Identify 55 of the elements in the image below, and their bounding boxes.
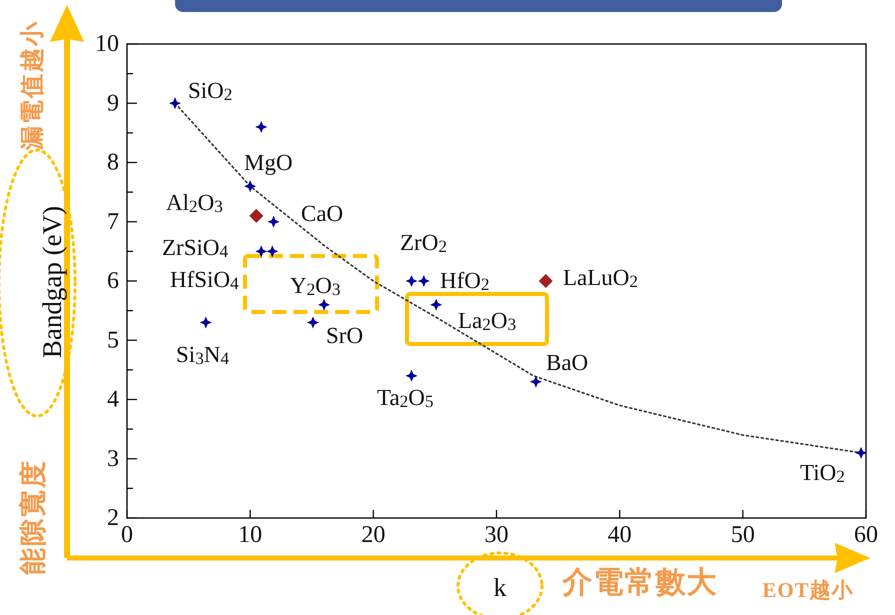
point [266, 245, 278, 258]
point [200, 316, 212, 328]
y-tick-label: 8 [107, 150, 119, 176]
x-tick-label: 30 [484, 522, 508, 548]
annotation: Si$_{3}$N$_{4}$ [176, 342, 230, 368]
point [306, 316, 319, 328]
annotation: La$_{2}$O$_{3}$ [458, 308, 516, 334]
x-tick-label: 20 [361, 522, 386, 548]
y-tick-label: 7 [107, 208, 119, 235]
y-tick-label: 10 [95, 31, 119, 57]
point [169, 97, 182, 110]
y-tick-label: 2 [107, 505, 119, 531]
text: 介電常數大 [562, 566, 718, 598]
annotation: SrO [326, 322, 364, 348]
point [538, 274, 553, 288]
y-tick-label: 9 [107, 90, 119, 116]
annotation: HfSiO$_{4}$ [170, 266, 240, 294]
annotation: ZrSiO$_{4}$ [162, 234, 228, 262]
x-tick-label: 60 [854, 522, 878, 548]
point [855, 446, 868, 459]
point [255, 245, 268, 258]
y-tick-label: 3 [107, 446, 119, 472]
annotation: HfO$_{2}$ [440, 268, 490, 294]
point [530, 376, 542, 388]
annotation: Al$_{2}$O$_{3}$ [166, 190, 223, 216]
point [268, 216, 280, 228]
point [430, 298, 442, 311]
annotation: Y$_{2}$O$_{3}$ [290, 272, 340, 300]
annotation: Ta$_{2}$O$_{5}$ [377, 384, 434, 412]
point [244, 180, 256, 192]
y-axis-title: Bandgap (eV) [37, 206, 67, 358]
y-tick-label: 4 [107, 386, 119, 412]
annotation: SiO$_{2}$ [188, 78, 232, 104]
text: 漏電值越小 [19, 20, 46, 151]
point [406, 275, 418, 287]
x-tick-label: 10 [238, 522, 262, 548]
y-tick-label: 5 [107, 327, 119, 354]
annotation: ZrO$_{2}$ [400, 230, 447, 256]
x-tick-label: 50 [730, 522, 755, 548]
annotation: BaO [546, 350, 588, 374]
text: 能隙寬度 [18, 459, 48, 575]
point [249, 208, 264, 223]
point [318, 298, 330, 311]
point [418, 275, 430, 287]
annotation: CaO [301, 200, 344, 226]
x-tick-label: 0 [121, 522, 133, 548]
point [406, 370, 418, 382]
point [255, 120, 268, 133]
text: EOT越小 [762, 578, 854, 602]
x-tick-label: 40 [608, 522, 632, 548]
annotation: MgO [244, 150, 293, 174]
annotation: LaLuO$_{2}$ [563, 264, 638, 292]
y-tick-label: 6 [107, 268, 119, 294]
x-axis-title: k [494, 572, 506, 602]
annotation: TiO$_{2}$ [800, 460, 845, 486]
